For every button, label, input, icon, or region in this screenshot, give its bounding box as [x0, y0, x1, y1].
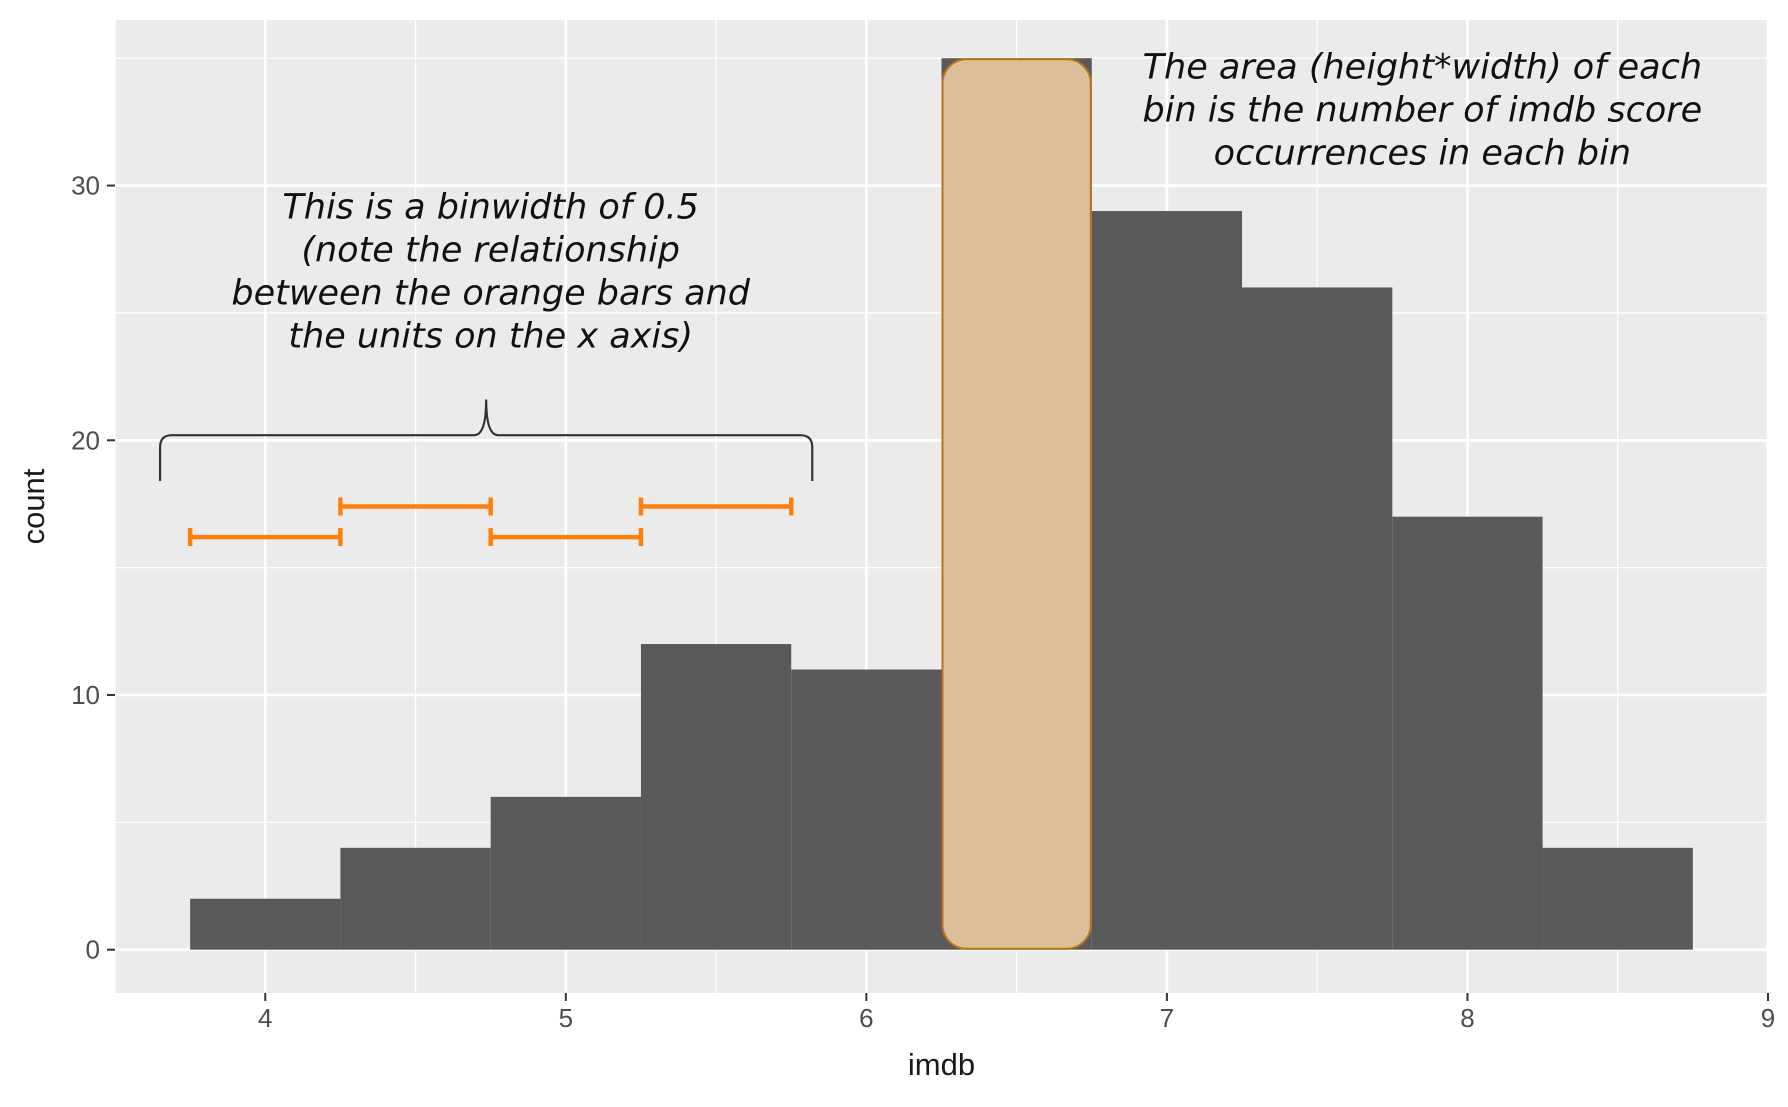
x-tick-labels: 4 5 6 7 8 9	[258, 1003, 1775, 1033]
highlight-bin-box	[943, 59, 1091, 948]
x-tick-label: 4	[258, 1003, 272, 1033]
x-axis-title: imdb	[908, 1047, 975, 1082]
histogram-bar	[340, 848, 490, 950]
histogram-bar	[641, 644, 791, 950]
histogram-bar	[791, 670, 941, 950]
histogram-bar	[1543, 848, 1693, 950]
histogram-bar	[1392, 517, 1542, 950]
x-tick-label: 6	[859, 1003, 873, 1033]
y-tick-label: 20	[71, 425, 100, 455]
histogram-bar	[190, 899, 340, 950]
x-tick-label: 7	[1160, 1003, 1174, 1033]
x-tick-label: 5	[559, 1003, 573, 1033]
x-tick-label: 9	[1761, 1003, 1775, 1033]
annotation-line: (note the relationship	[301, 231, 680, 271]
annotation-line: The area (height*width) of each	[1143, 48, 1702, 88]
y-axis-title: count	[16, 468, 51, 544]
histogram-bar	[1092, 211, 1242, 950]
histogram-bar	[1242, 287, 1392, 949]
annotation-line: This is a binwidth of 0.5	[282, 188, 699, 228]
annotation-area-note: The area (height*width) of each bin is th…	[1143, 48, 1703, 174]
y-tick-labels: 0 10 20 30	[71, 171, 100, 965]
x-tick-label: 8	[1460, 1003, 1474, 1033]
y-tick-label: 30	[71, 171, 100, 201]
annotation-line: the units on the x axis)	[288, 317, 693, 357]
y-tick-label: 0	[86, 935, 100, 965]
annotation-line: occurrences in each bin	[1214, 134, 1631, 174]
y-tick-label: 10	[71, 680, 100, 710]
annotation-line: bin is the number of imdb score	[1143, 91, 1703, 131]
annotation-line: between the orange bars and	[231, 274, 750, 314]
histogram-bar	[491, 797, 641, 950]
highlight-layer	[943, 59, 1091, 948]
